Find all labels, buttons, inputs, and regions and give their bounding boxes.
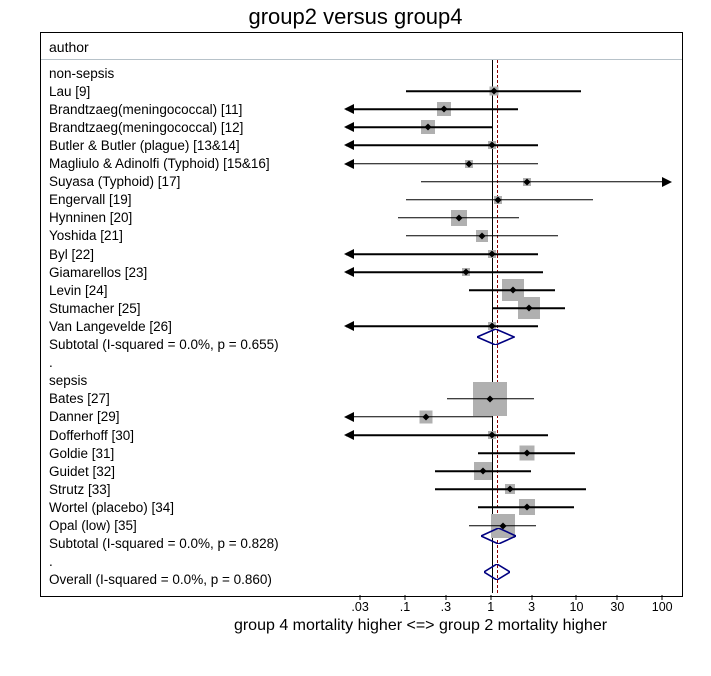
tick-label: 1 [487,600,494,614]
forest-row: Opal (low) [35] [49,517,670,535]
forest-row: Giamarellos [23] [49,263,670,281]
forest-row: Overall (I-squared = 0.0%, p = 0.860) [49,571,670,589]
row-label: Subtotal (I-squared = 0.0%, p = 0.655) [49,337,346,352]
axis-ticks: .03 .1 .3 1 3 10 30 100 [345,596,671,616]
row-label: Suyasa (Typhoid) [17] [49,174,346,189]
plot-body: non-sepsis Lau [9] Brandtzaeg(meningococca… [41,60,682,593]
forest-row: Danner [29] [49,408,670,426]
row-label: Overall (I-squared = 0.0%, p = 0.860) [49,572,346,587]
forest-row: Dofferhoff [30] [49,426,670,444]
row-label: Danner [29] [49,409,346,424]
row-label: Opal (low) [35] [49,518,346,533]
row-label: Goldie [31] [49,446,346,461]
tick-label: 100 [652,600,673,614]
row-label: Giamarellos [23] [49,265,346,280]
forest-row: Byl [22] [49,245,670,263]
forest-row: Bates [27] [49,390,670,408]
row-label: Engervall [19] [49,192,346,207]
forest-row: Wortel (placebo) [34] [49,498,670,516]
row-label: Dofferhoff [30] [49,428,346,443]
tick-label: 3 [528,600,535,614]
row-label: Van Langevelde [26] [49,319,346,334]
tick-label: .3 [441,600,451,614]
column-header: author [41,33,682,60]
forest-row: Strutz [33] [49,480,670,498]
forest-row: Yoshida [21] [49,227,670,245]
forest-row: Subtotal (I-squared = 0.0%, p = 0.655) [49,336,670,354]
row-label: Butler & Butler (plague) [13&14] [49,138,346,153]
plot-frame: author non-sepsis Lau [9] Brandtzaeg(menin… [40,32,683,597]
forest-row: non-sepsis [49,64,670,82]
forest-row: Guidet [32] [49,462,670,480]
forest-row: Hynninen [20] [49,209,670,227]
forest-row: Van Langevelde [26] [49,317,670,335]
row-label: Brandtzaeg(meningococcal) [11] [49,102,346,117]
row-label: Subtotal (I-squared = 0.0%, p = 0.828) [49,536,346,551]
forest-row: Goldie [31] [49,444,670,462]
tick-label: 30 [610,600,624,614]
row-label: Hynninen [20] [49,210,346,225]
chart-title: group2 versus group4 [0,0,711,32]
row-label: Magliulo & Adinolfi (Typhoid) [15&16] [49,156,346,171]
row-label: Brandtzaeg(meningococcal) [12] [49,120,346,135]
row-label: Wortel (placebo) [34] [49,500,346,515]
row-label: Guidet [32] [49,464,346,479]
row-label: Lau [9] [49,84,346,99]
forest-row: Subtotal (I-squared = 0.0%, p = 0.828) [49,535,670,553]
row-label: Stumacher [25] [49,301,346,316]
forest-row: Stumacher [25] [49,299,670,317]
forest-row: . [49,354,670,372]
forest-row: Brandtzaeg(meningococcal) [11] [49,100,670,118]
row-label: sepsis [49,373,346,388]
row-label: Yoshida [21] [49,228,346,243]
forest-row: Levin [24] [49,281,670,299]
row-label: Strutz [33] [49,482,346,497]
tick-label: 10 [570,600,584,614]
forest-row: Magliulo & Adinolfi (Typhoid) [15&16] [49,155,670,173]
tick-label: .1 [400,600,410,614]
x-axis-caption: group 4 mortality higher <=> group 2 mor… [130,617,711,635]
forest-row: Brandtzaeg(meningococcal) [12] [49,118,670,136]
row-label: Bates [27] [49,391,346,406]
row-label: Byl [22] [49,247,346,262]
forest-row: sepsis [49,372,670,390]
forest-row: Suyasa (Typhoid) [17] [49,173,670,191]
forest-row: Butler & Butler (plague) [13&14] [49,136,670,154]
forest-row: Engervall [19] [49,191,670,209]
row-label: Levin [24] [49,283,346,298]
forest-row: Lau [9] [49,82,670,100]
row-label: . [49,554,346,569]
tick-label: .03 [351,600,368,614]
row-label: . [49,355,346,370]
row-label: non-sepsis [49,66,346,81]
forest-row: . [49,553,670,571]
